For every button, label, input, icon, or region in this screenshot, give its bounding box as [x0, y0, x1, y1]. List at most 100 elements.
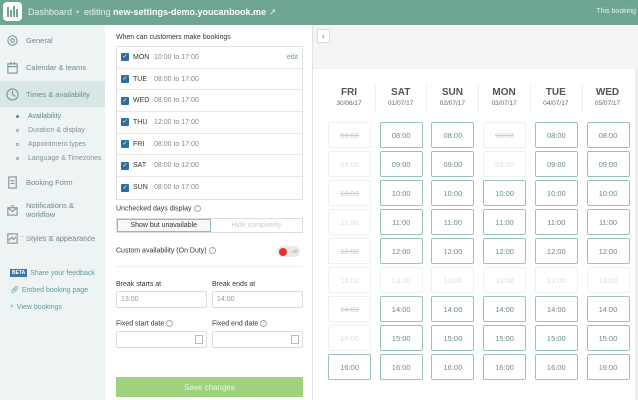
- subitem-appointment-types[interactable]: Appointment types: [16, 141, 86, 148]
- time-slot[interactable]: 12:00: [379, 238, 423, 264]
- feedback-link[interactable]: BETA Share your feedback: [10, 269, 95, 277]
- breadcrumb-separator: •: [76, 7, 80, 17]
- sidebar-item-styles[interactable]: Styles & appearance: [0, 225, 105, 251]
- time-slot[interactable]: 08:00: [431, 122, 475, 148]
- subitem-duration[interactable]: Duration & display: [16, 127, 85, 134]
- break-start-input[interactable]: 13:00: [116, 291, 207, 308]
- help-icon[interactable]: ?: [260, 320, 268, 327]
- time-slot[interactable]: 08:00: [379, 122, 423, 148]
- collapse-panel-button[interactable]: ‹: [317, 29, 330, 43]
- time-slot[interactable]: 16:00: [586, 354, 630, 380]
- time-slot[interactable]: 09:00: [534, 151, 578, 177]
- day-row: ✓ WED 08:00 to 17:00: [117, 90, 302, 113]
- day-checkbox[interactable]: ✓: [121, 53, 129, 62]
- subitem-language[interactable]: Language & Timezones: [16, 155, 102, 162]
- help-icon[interactable]: ?: [166, 320, 174, 327]
- sidebar-item-notifications[interactable]: Notifications & workflow: [0, 197, 105, 223]
- day-times: 08:00 to 17:00: [154, 140, 199, 148]
- sidebar-item-calendar[interactable]: Calendar & teams: [0, 54, 105, 80]
- time-slot[interactable]: 12:00: [534, 238, 578, 264]
- day-name: FRI: [133, 140, 145, 148]
- time-slot[interactable]: 08:00: [586, 122, 630, 148]
- time-slot[interactable]: 16:00: [534, 354, 578, 380]
- day-checkbox[interactable]: ✓: [121, 75, 129, 84]
- time-slot[interactable]: 09:00: [379, 151, 423, 177]
- time-slot[interactable]: 14:00: [586, 296, 630, 322]
- time-slot[interactable]: 14:00: [379, 296, 423, 322]
- day-name: WED: [133, 97, 150, 105]
- embed-link[interactable]: 🔗︎ Embed booking page: [10, 286, 88, 295]
- show-unavailable-option[interactable]: Show but unavailable: [117, 219, 211, 232]
- custom-availability-toggle[interactable]: off: [277, 246, 300, 257]
- day-checkbox[interactable]: ✓: [121, 161, 129, 170]
- fixed-start-input[interactable]: [116, 331, 207, 348]
- column-day: SAT: [391, 87, 411, 98]
- save-button[interactable]: Save changes: [116, 377, 303, 397]
- dashboard-link[interactable]: Dashboard: [28, 7, 73, 17]
- sidebar-item-general[interactable]: General: [0, 27, 105, 53]
- time-slot[interactable]: 12:00: [586, 238, 630, 264]
- label-text: Unchecked days display: [116, 205, 192, 213]
- time-slot[interactable]: 10:00: [586, 180, 630, 206]
- edit-link[interactable]: edit: [286, 53, 298, 61]
- time-slot[interactable]: 16:00: [483, 354, 527, 380]
- scrollbar[interactable]: [635, 69, 638, 400]
- time-slot[interactable]: 16:00: [379, 354, 423, 380]
- time-slot: 13:00: [534, 267, 578, 293]
- sidebar-item-booking-form[interactable]: Booking Form: [0, 169, 105, 195]
- calendar-icon[interactable]: [195, 335, 203, 344]
- time-slot[interactable]: 15:00: [586, 325, 630, 351]
- time-slot[interactable]: 12:00: [483, 238, 527, 264]
- day-times: 08:00 to 12:00: [154, 162, 199, 170]
- column-date: 02/07/17: [439, 100, 466, 107]
- break-start-label: Break starts at: [116, 281, 162, 288]
- time-slot[interactable]: 15:00: [431, 325, 475, 351]
- app-logo[interactable]: [3, 2, 22, 21]
- time-slot[interactable]: 11:00: [431, 209, 475, 235]
- time-slot[interactable]: 14:00: [431, 296, 475, 322]
- time-slot[interactable]: 10:00: [483, 180, 527, 206]
- sidebar-item-label: Calendar & teams: [26, 62, 87, 72]
- time-slot[interactable]: 11:00: [586, 209, 630, 235]
- help-icon[interactable]: ?: [208, 247, 216, 254]
- help-icon[interactable]: ?: [193, 205, 201, 212]
- toggle-knob: [279, 247, 287, 256]
- time-slot[interactable]: 15:00: [379, 325, 423, 351]
- time-slot: 09:00: [328, 151, 371, 177]
- day-checkbox[interactable]: ✓: [121, 118, 129, 127]
- break-end-input[interactable]: 14:00: [212, 291, 303, 308]
- view-bookings-link[interactable]: ⌕ View bookings: [10, 303, 62, 311]
- time-slot[interactable]: 15:00: [534, 325, 578, 351]
- time-slot[interactable]: 14:00: [483, 296, 527, 322]
- time-slot[interactable]: 15:00: [483, 325, 527, 351]
- time-slot[interactable]: 11:00: [483, 209, 527, 235]
- time-slot: 12:00: [328, 238, 371, 264]
- time-slot[interactable]: 10:00: [534, 180, 578, 206]
- time-slot[interactable]: 16:00: [328, 354, 371, 380]
- time-slot[interactable]: 10:00: [379, 180, 423, 206]
- external-link-icon[interactable]: ↗: [268, 7, 277, 17]
- time-slot[interactable]: 12:00: [431, 238, 475, 264]
- day-checkbox[interactable]: ✓: [121, 96, 129, 105]
- time-slot[interactable]: 14:00: [534, 296, 578, 322]
- hide-completely-option[interactable]: Hide completely: [231, 222, 282, 229]
- calendar-icon[interactable]: [291, 335, 299, 344]
- fixed-end-input[interactable]: [212, 331, 303, 348]
- time-slot[interactable]: 11:00: [379, 209, 423, 235]
- sidebar-item-label: Notifications & workflow: [25, 201, 74, 219]
- time-slot[interactable]: 08:00: [534, 122, 578, 148]
- subitem-availability[interactable]: Availability: [16, 113, 61, 120]
- time-slot[interactable]: 16:00: [431, 354, 475, 380]
- fixed-end-label: Fixed end date?: [212, 320, 268, 327]
- time-slot[interactable]: 11:00: [534, 209, 578, 235]
- day-checkbox[interactable]: ✓: [121, 140, 129, 149]
- sidebar-item-label: Styles & appearance: [26, 233, 96, 243]
- search-icon: ⌕: [10, 303, 14, 310]
- site-link[interactable]: new-settings-demo.youcanbook.me: [113, 7, 267, 17]
- day-checkbox[interactable]: ✓: [121, 183, 129, 192]
- time-slot[interactable]: 09:00: [586, 151, 630, 177]
- time-slot[interactable]: 09:00: [431, 151, 475, 177]
- sidebar-item-times[interactable]: Times & availability: [0, 81, 105, 107]
- subitem-label: Appointment types: [28, 141, 86, 148]
- time-slot[interactable]: 10:00: [431, 180, 475, 206]
